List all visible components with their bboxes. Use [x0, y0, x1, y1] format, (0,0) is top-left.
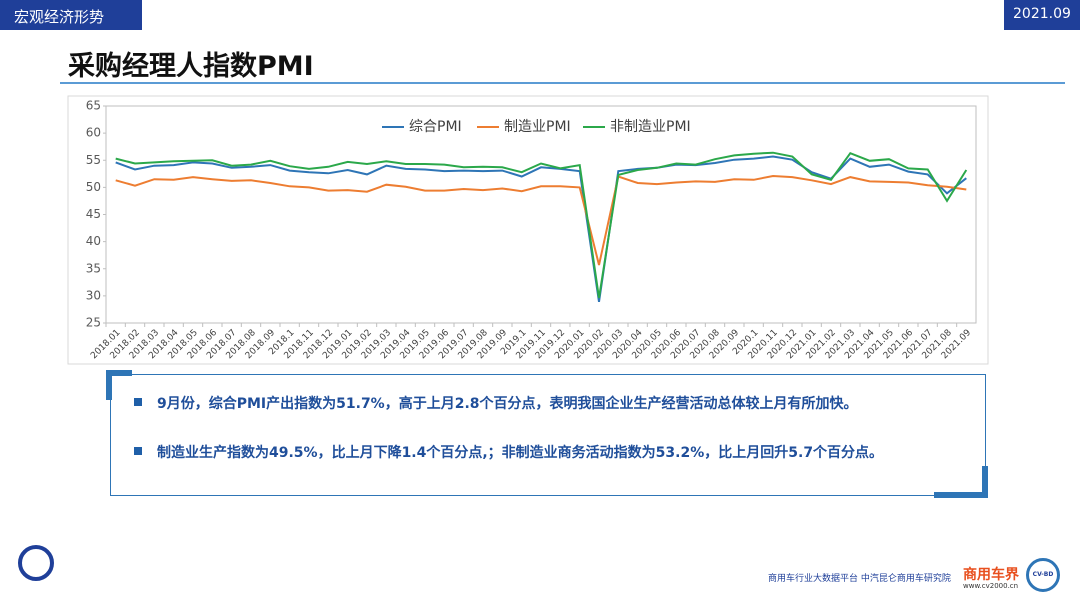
- legend-label: 非制造业PMI: [610, 119, 691, 135]
- brand-url: www.cv2000.cn: [963, 582, 1019, 590]
- y-tick-label: 45: [86, 207, 101, 221]
- title-rule: [60, 82, 1065, 84]
- corner: [934, 492, 988, 498]
- corner: [982, 466, 988, 498]
- section-tag: 宏观经济形势: [14, 8, 105, 26]
- series-line: [115, 151, 968, 299]
- notes-box: [110, 374, 986, 496]
- report-date: 2021.09: [1013, 6, 1071, 22]
- series-line: [115, 174, 967, 266]
- y-tick-label: 30: [86, 288, 101, 302]
- note-text: 制造业生产指数为49.5%，比上月下降1.4个百分点,；非制造业商务活动指数为5…: [157, 445, 884, 461]
- bullet: [134, 398, 142, 406]
- bullet: [134, 447, 142, 455]
- chart-frame: [67, 95, 989, 365]
- legend-label: 制造业PMI: [504, 119, 571, 135]
- footer-text: 商用车行业大数据平台 中汽昆仑商用车研究院: [768, 574, 951, 584]
- badge: CV-BD: [1026, 558, 1060, 592]
- search-icon: [18, 545, 54, 581]
- y-tick-label: 35: [86, 261, 101, 275]
- y-tick-label: 55: [86, 153, 101, 167]
- corner: [106, 370, 132, 376]
- y-tick-label: 25: [86, 316, 101, 330]
- brand: 商用车界: [963, 567, 1019, 583]
- page-title: 采购经理人指数PMI: [68, 51, 314, 82]
- y-tick-label: 60: [86, 126, 101, 140]
- y-tick-label: 50: [86, 180, 101, 194]
- plot-area: [105, 105, 977, 324]
- series-line: [115, 155, 967, 302]
- legend-label: 综合PMI: [409, 119, 462, 135]
- date-box: 2021.09: [1004, 0, 1080, 30]
- note-text: 9月份，综合PMI产出指数为51.7%，高于上月2.8个百分点，表明我国企业生产…: [157, 396, 858, 412]
- y-tick-label: 65: [86, 99, 101, 113]
- y-tick-label: 40: [86, 234, 101, 248]
- tag-box: 宏观经济形势: [0, 0, 142, 30]
- corner: [106, 370, 112, 400]
